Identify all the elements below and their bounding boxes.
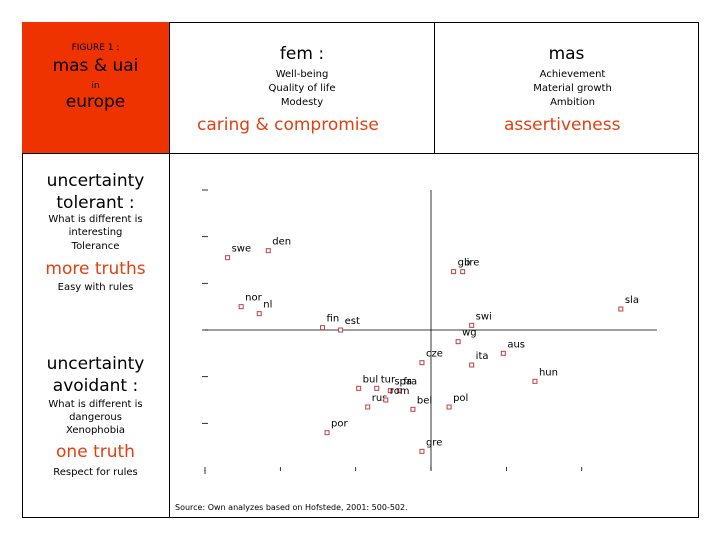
point-label-gb: gb [458,258,471,269]
tolerant-heading-2: tolerant : [56,193,135,213]
point-rom [383,397,389,403]
point-label-est: est [345,316,360,327]
avoidant-line-1: What is different is [48,399,143,410]
point-label-hun: hun [539,367,558,378]
sidebar-divider [169,22,170,518]
point-label-cze: cze [426,349,443,360]
point-nl [256,311,262,317]
point-label-tur: tur [381,374,396,385]
point-label-fra: fra [403,377,417,388]
point-label-pol: pol [453,393,468,404]
avoidant-tagline: one truth [56,442,135,462]
point-label-sla: sla [625,295,639,306]
point-label-spa: spa [394,377,412,388]
mas-line-1: Achievement [539,69,606,80]
tolerant-line-2: interesting [68,227,123,238]
point-sla [618,306,624,312]
source-note: Source: Own analyzes based on Hofstede, … [175,503,408,512]
point-est [338,327,344,333]
tolerant-subline: Easy with rules [57,282,134,293]
point-spa [387,388,393,394]
frame-bottom [22,517,699,518]
fem-line-2: Quality of life [268,83,336,94]
avoidant-subline: Respect for rules [53,467,138,478]
mas-heading: mas [548,44,585,64]
figure-in-text: in [91,81,100,91]
point-por [324,430,330,436]
tolerant-line-3: Tolerance [71,241,120,252]
point-label-fin: fin [327,314,340,325]
frame-right [698,22,699,518]
point-tur [374,385,380,391]
point-label-swi: swi [476,311,492,322]
avoidant-heading-2: avoidant : [52,376,139,396]
point-label-rom: rom [390,386,410,397]
fem-heading: fem : [279,44,325,64]
mas-line-3: Ambition [550,97,595,108]
avoidant-line-2: dangerous [69,412,122,423]
point-swe [225,255,231,261]
point-rus [365,404,371,410]
figure-title-box [22,22,169,153]
avoidant-heading-1: uncertainty [46,354,145,374]
point-pol [446,404,452,410]
point-label-rus: rus [372,393,388,404]
point-label-nor: nor [245,293,262,304]
point-ita [469,362,475,368]
point-fra [396,388,402,394]
point-label-den: den [272,237,291,248]
point-wg [455,339,461,345]
fem-line-3: Modesty [280,97,324,108]
point-swi [469,322,475,328]
point-bul [356,385,362,391]
point-label-por: por [331,419,348,430]
figure-label: FIGURE 1 : [71,43,120,53]
avoidant-line-3: Xenophobia [65,425,126,436]
point-bel [410,406,416,412]
point-label-swe: swe [232,244,252,255]
point-ire [460,269,466,275]
point-label-bul: bul [363,374,378,385]
point-nor [238,304,244,310]
column-divider [434,22,435,153]
point-label-gre: gre [426,437,442,448]
source-text: Source: Own analyzes based on Hofstede, … [175,503,408,512]
figure-title: mas & uai [52,56,139,76]
fem-line-1: Well-being [275,69,329,80]
point-label-aus: aus [507,339,525,350]
mas-tagline: assertiveness [504,115,621,135]
point-label-nl: nl [263,300,272,311]
tolerant-tagline: more truths [45,259,146,279]
point-cze [419,360,425,366]
fem-tagline: caring & compromise [197,115,379,135]
point-label-wg: wg [462,328,477,339]
point-hun [532,378,538,384]
mas-line-2: Material growth [533,83,612,94]
point-label-bel: bel [417,395,432,406]
frame-left [22,22,23,518]
point-label-ita: ita [476,351,489,362]
figure-region: europe [65,92,126,112]
header-divider [22,153,699,154]
point-gre [419,448,425,454]
point-den [265,248,271,254]
frame-top [22,22,699,23]
point-label-ire: ire [467,258,480,269]
point-aus [500,350,506,356]
tolerant-line-1: What is different is [48,214,143,225]
point-fin [320,325,326,331]
point-gb [451,269,457,275]
tolerant-heading-1: uncertainty [46,171,145,191]
